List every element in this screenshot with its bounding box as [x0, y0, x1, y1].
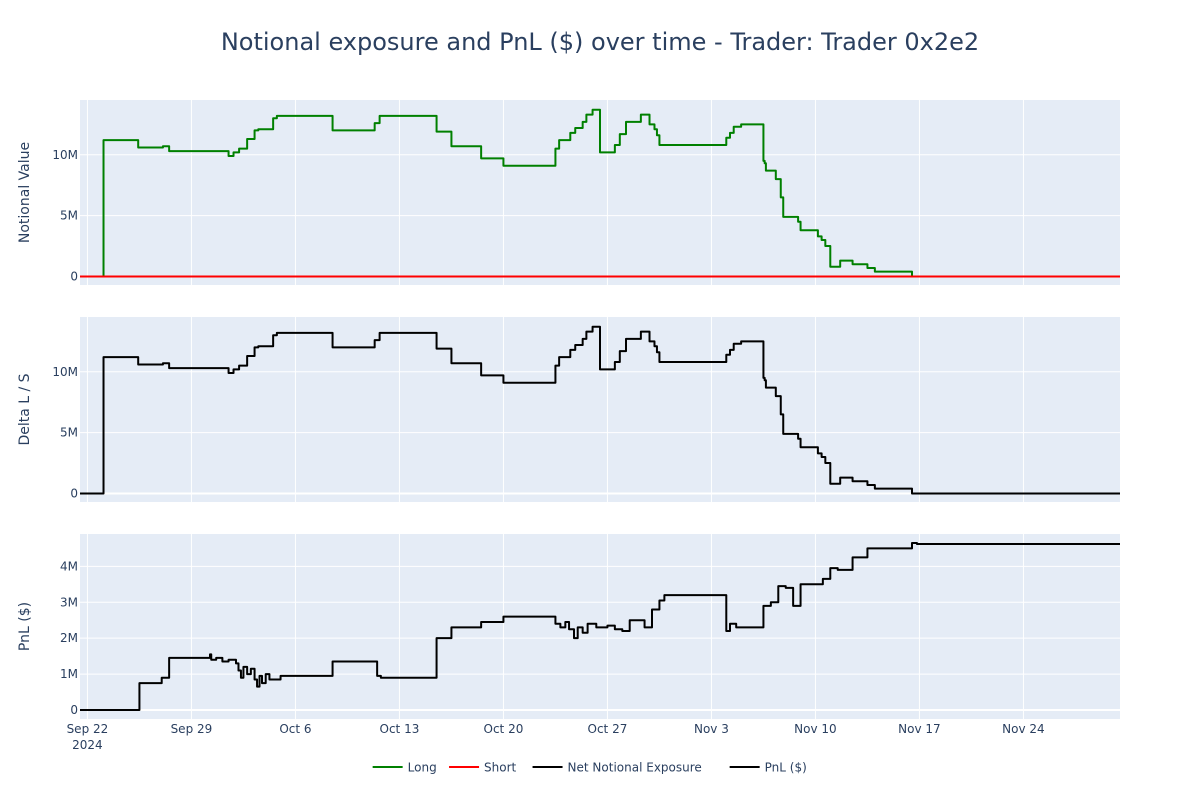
- x-tick-label: Nov 3: [694, 722, 729, 736]
- x-tick-label: Sep 29: [171, 722, 213, 736]
- y-tick-label: 5M: [60, 209, 78, 223]
- x-tick-label: Oct 6: [279, 722, 311, 736]
- y-tick-label: 0: [70, 486, 78, 500]
- series-line-long: [80, 108, 1120, 278]
- y-axis-title: PnL ($): [17, 602, 33, 651]
- chart-title: Notional exposure and PnL ($) over time …: [221, 28, 979, 56]
- legend-label: PnL ($): [765, 761, 807, 775]
- x-tick-label: Oct 20: [484, 722, 524, 736]
- legend-label: Short: [484, 761, 516, 775]
- legend-item-long[interactable]: Long: [372, 761, 437, 775]
- panel-1: 0 5M 10M Notional Value: [17, 100, 1120, 285]
- legend-label: Net Notional Exposure: [568, 761, 702, 775]
- y-tick-label: 1M: [60, 667, 78, 681]
- y-tick-label: 3M: [60, 595, 78, 609]
- y-axis-title: Delta L / S: [17, 373, 33, 445]
- x-tick-label: Sep 22: [67, 722, 109, 736]
- y-tick-label: 10M: [52, 365, 78, 379]
- legend-item-net-notional-exposure[interactable]: Net Notional Exposure: [532, 761, 702, 775]
- series-line-net-notional-exposure: [80, 325, 1120, 495]
- y-tick-label: 4M: [60, 559, 78, 573]
- legend-item-short[interactable]: Short: [449, 761, 517, 775]
- y-axis-title: Notional Value: [17, 142, 33, 243]
- x-tick-label: Oct 27: [588, 722, 628, 736]
- legend: Long Short Net Notional Exposure PnL ($): [372, 761, 807, 775]
- x-tick-label: Nov 17: [898, 722, 941, 736]
- x-tick-label: Nov 10: [794, 722, 837, 736]
- x-tick-label: Oct 13: [380, 722, 420, 736]
- legend-label: Long: [408, 761, 437, 775]
- series-line-pnl: [80, 541, 1120, 712]
- x-tick-sublabel: 2024: [72, 738, 103, 752]
- panel-3: 0 1M 2M 3M 4M PnL ($) Sep 22 2024 Sep 29 Oct 6 Oct…: [17, 534, 1120, 752]
- panel-2: 0 5M 10M Delta L / S: [17, 317, 1120, 502]
- y-tick-label: 10M: [52, 148, 78, 162]
- y-tick-label: 5M: [60, 426, 78, 440]
- panels: 0 5M 10M Notional Value 0 5M 10M Delta L / S 0 1M…: [17, 100, 1120, 752]
- y-tick-label: 2M: [60, 631, 78, 645]
- y-tick-label: 0: [70, 703, 78, 717]
- x-tick-label: Nov 24: [1002, 722, 1045, 736]
- y-tick-label: 0: [70, 269, 78, 283]
- legend-item-pnl[interactable]: PnL ($): [729, 761, 807, 775]
